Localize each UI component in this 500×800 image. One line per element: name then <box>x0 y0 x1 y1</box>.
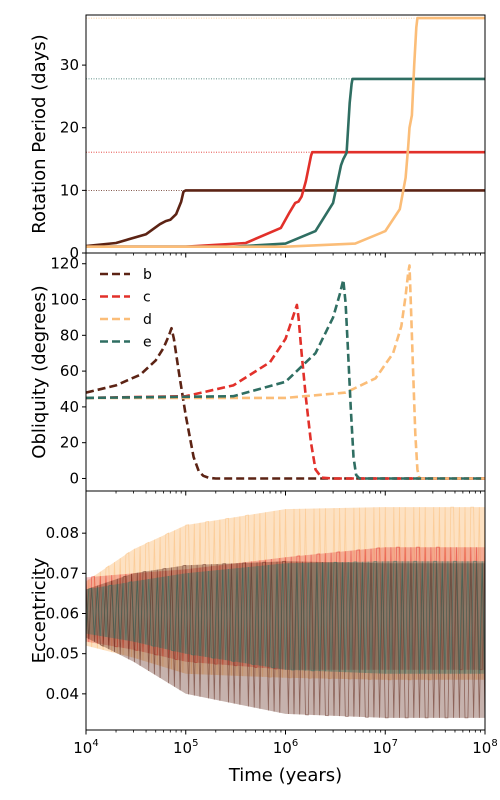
x-tick-label: 104 <box>73 738 98 757</box>
y-axis-label: Obliquity (degrees) <box>29 285 50 458</box>
series-line-d <box>86 264 485 480</box>
series-line-b <box>86 326 485 480</box>
x-tick-exponent: 4 <box>92 738 98 749</box>
y-tick-label: 30 <box>60 56 79 74</box>
y-tick-label: 0 <box>69 244 79 262</box>
series-line <box>86 77 485 248</box>
plot-area <box>86 16 485 248</box>
y-tick-label: 0.07 <box>46 564 79 582</box>
series-line-c <box>86 303 485 480</box>
y-tick-label: 0.08 <box>46 524 79 542</box>
x-tick-exponent: 8 <box>491 738 497 749</box>
legend-label-b: b <box>143 267 152 283</box>
eccentricity-oscillation <box>86 560 485 719</box>
series-line <box>86 189 485 248</box>
x-tick-label: 105 <box>173 738 198 757</box>
series-line-e <box>86 278 485 480</box>
plot-area <box>86 506 485 719</box>
plot-area <box>86 264 485 480</box>
x-tick-base: 10 <box>273 739 292 757</box>
y-tick-label: 10 <box>60 181 79 199</box>
x-tick-label: 107 <box>373 738 398 757</box>
x-axis-label: Time (years) <box>228 765 342 786</box>
legend-label-c: c <box>143 290 151 306</box>
x-tick-base: 10 <box>373 739 392 757</box>
x-tick-base: 10 <box>173 739 192 757</box>
eccentricity-band <box>86 561 485 718</box>
x-tick-exponent: 6 <box>292 738 298 749</box>
y-axis-label: Eccentricity <box>29 557 50 663</box>
rotation-period-panel: 0 10 20 30 Rotation Period (days) <box>29 14 486 262</box>
eccentricity-oscillation <box>86 506 485 681</box>
legend-label-e: e <box>143 335 152 351</box>
y-tick-label: 20 <box>60 119 79 137</box>
y-tick-label: 0 <box>69 469 79 487</box>
y-axis-label: Rotation Period (days) <box>29 34 50 233</box>
eccentricity-oscillation <box>86 560 485 674</box>
x-tick-exponent: 5 <box>192 738 198 749</box>
y-tick-label: 120 <box>50 255 79 273</box>
y-tick-label: 20 <box>60 434 79 452</box>
x-tick-exponent: 7 <box>392 738 398 749</box>
y-tick-label: 100 <box>50 291 79 309</box>
x-tick-label: 108 <box>472 738 497 757</box>
y-tick-label: 60 <box>60 362 79 380</box>
legend-label-d: d <box>143 312 152 328</box>
y-tick-label: 80 <box>60 326 79 344</box>
y-tick-label: 0.05 <box>46 645 79 663</box>
x-tick-base: 10 <box>472 739 491 757</box>
x-tick-base: 10 <box>73 739 92 757</box>
series-line <box>86 16 485 248</box>
y-tick-label: 0.04 <box>46 685 79 703</box>
x-tick-label: 106 <box>273 738 298 757</box>
y-tick-label: 0.06 <box>46 605 79 623</box>
y-tick-label: 40 <box>60 398 79 416</box>
series-line <box>86 150 485 248</box>
